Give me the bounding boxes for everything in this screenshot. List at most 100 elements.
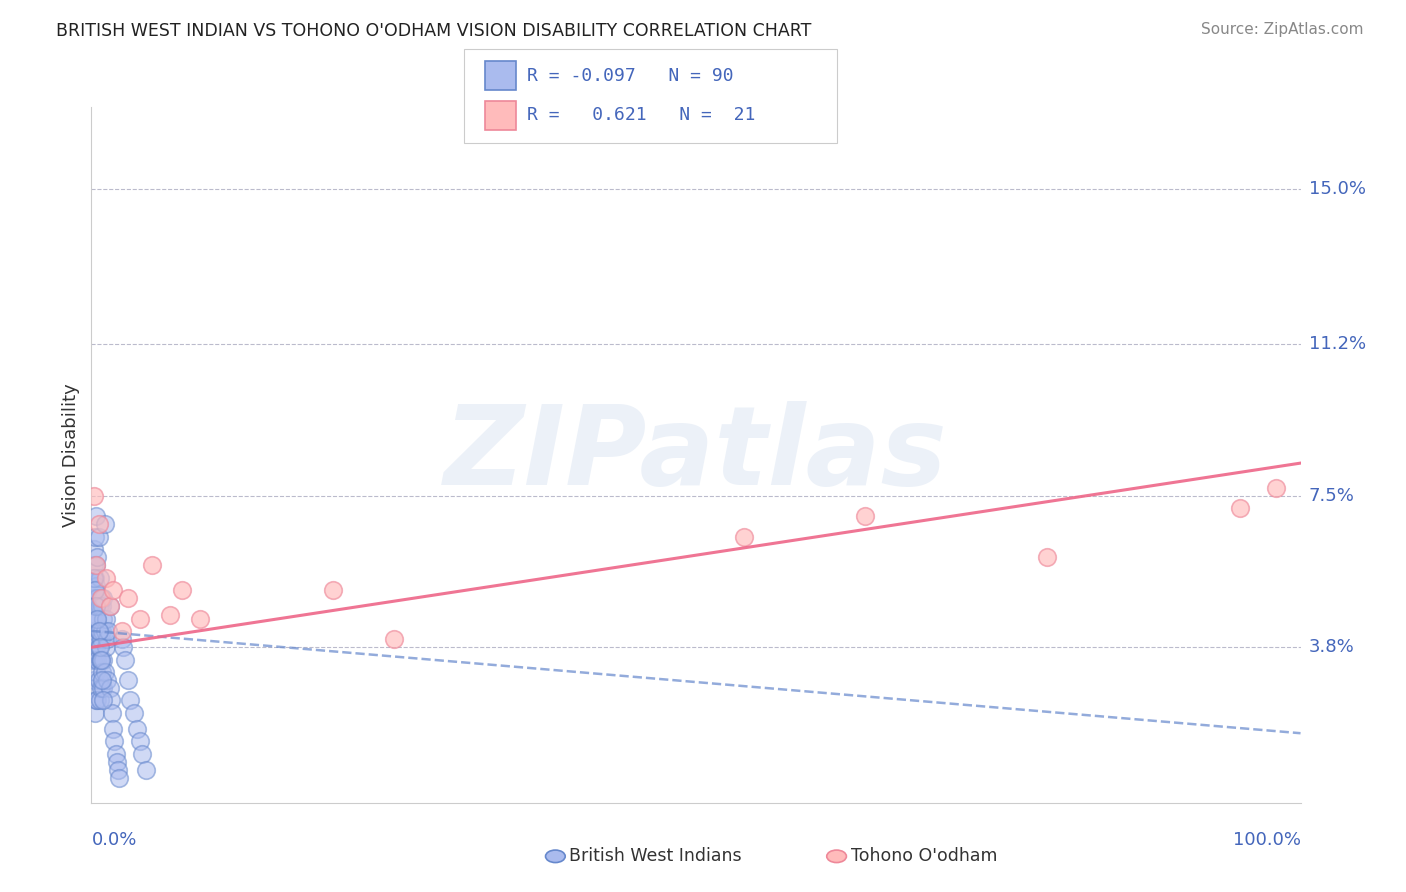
Point	[104, 747, 127, 761]
Point	[84, 652, 107, 666]
Text: Tohono O'odham: Tohono O'odham	[851, 847, 997, 865]
Point	[84, 591, 107, 606]
Point	[90, 681, 112, 696]
Text: 7.5%: 7.5%	[1309, 487, 1355, 505]
Point	[82, 632, 104, 646]
Point	[84, 599, 107, 614]
Point	[90, 652, 112, 666]
Point	[83, 558, 105, 573]
Point	[87, 624, 110, 638]
Point	[89, 599, 111, 614]
Text: 3.8%: 3.8%	[1309, 639, 1354, 657]
Point	[83, 542, 105, 557]
Point	[84, 706, 107, 720]
Point	[188, 612, 211, 626]
Point	[83, 571, 105, 585]
Point	[98, 599, 121, 614]
Text: ZIPatlas: ZIPatlas	[444, 401, 948, 508]
Point	[322, 582, 344, 597]
Point	[83, 640, 105, 655]
Point	[97, 624, 120, 638]
Point	[86, 652, 108, 666]
Point	[159, 607, 181, 622]
Text: 11.2%: 11.2%	[1309, 335, 1367, 353]
Point	[105, 755, 128, 769]
Point	[122, 706, 145, 720]
Point	[96, 632, 118, 646]
Point	[90, 591, 112, 606]
Point	[83, 673, 105, 687]
Point	[1035, 550, 1057, 565]
Point	[82, 652, 104, 666]
Point	[86, 612, 108, 626]
Point	[114, 652, 136, 666]
Point	[120, 693, 142, 707]
Point	[86, 612, 108, 626]
Point	[89, 624, 111, 638]
Point	[84, 558, 107, 573]
Point	[82, 571, 104, 585]
Point	[93, 665, 115, 679]
Point	[853, 509, 876, 524]
Point	[84, 693, 107, 707]
Point	[84, 599, 107, 614]
Point	[84, 558, 107, 573]
Point	[87, 599, 110, 614]
Point	[82, 612, 104, 626]
Point	[131, 747, 153, 761]
Y-axis label: Vision Disability: Vision Disability	[62, 383, 80, 527]
Point	[87, 624, 110, 638]
Text: 100.0%: 100.0%	[1233, 830, 1301, 848]
Point	[101, 722, 124, 736]
Point	[93, 517, 115, 532]
Point	[94, 612, 117, 626]
Point	[127, 722, 149, 736]
Point	[84, 612, 107, 626]
Point	[111, 640, 134, 655]
Point	[101, 582, 124, 597]
Point	[108, 771, 131, 785]
Point	[98, 599, 121, 614]
Point	[84, 530, 107, 544]
Text: BRITISH WEST INDIAN VS TOHONO O'ODHAM VISION DISABILITY CORRELATION CHART: BRITISH WEST INDIAN VS TOHONO O'ODHAM VI…	[56, 22, 811, 40]
Point	[96, 673, 118, 687]
Text: British West Indians: British West Indians	[569, 847, 742, 865]
Point	[1229, 501, 1251, 516]
Point	[111, 632, 132, 646]
Point	[107, 763, 129, 777]
Point	[84, 509, 107, 524]
Point	[382, 632, 405, 646]
Point	[87, 640, 110, 655]
Point	[87, 517, 110, 532]
Point	[93, 693, 115, 707]
Point	[733, 530, 755, 544]
Point	[83, 489, 105, 503]
Point	[86, 550, 108, 565]
Point	[117, 673, 139, 687]
Point	[93, 591, 115, 606]
Text: Source: ZipAtlas.com: Source: ZipAtlas.com	[1201, 22, 1364, 37]
Point	[87, 673, 110, 687]
Point	[90, 591, 112, 606]
Point	[86, 632, 108, 646]
Point	[141, 558, 163, 573]
Text: R =   0.621   N =  21: R = 0.621 N = 21	[527, 106, 755, 124]
Point	[135, 763, 157, 777]
Point	[84, 665, 107, 679]
Point	[94, 640, 117, 655]
Point	[93, 624, 115, 638]
Point	[111, 624, 132, 638]
Point	[91, 665, 114, 679]
Point	[89, 652, 111, 666]
Point	[83, 624, 105, 638]
Text: R = -0.097   N = 90: R = -0.097 N = 90	[527, 68, 734, 86]
Point	[89, 571, 111, 585]
Point	[84, 640, 107, 655]
Point	[84, 579, 107, 593]
Point	[90, 632, 112, 646]
Point	[90, 652, 112, 666]
Point	[83, 582, 105, 597]
Point	[91, 624, 114, 638]
Point	[93, 652, 115, 666]
Point	[128, 612, 150, 626]
